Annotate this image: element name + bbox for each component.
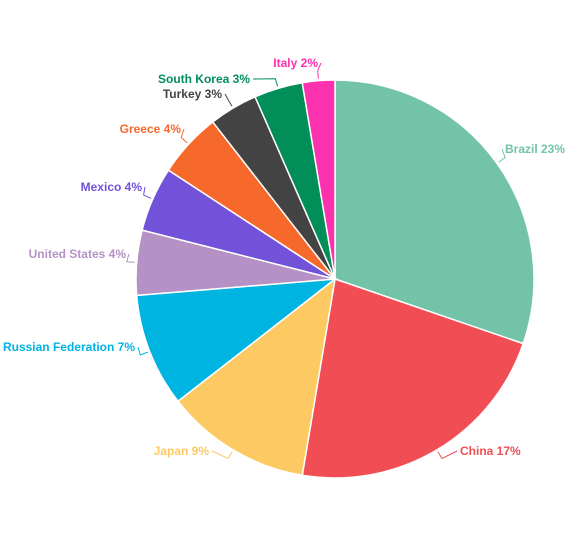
slice-china[interactable]: [301, 278, 525, 479]
label-russian-federation: Russian Federation 7%: [3, 340, 135, 354]
label-china: China 17%: [460, 444, 521, 458]
label-united-states: United States 4%: [29, 247, 127, 261]
leader-line-italy: [317, 62, 322, 79]
leader-line-russian-federation: [137, 346, 148, 356]
label-greece: Greece 4%: [120, 122, 182, 136]
label-mexico: Mexico 4%: [81, 180, 143, 194]
label-south-korea: South Korea 3%: [158, 72, 250, 86]
leader-line-china: [437, 450, 458, 460]
slice-russian-federation[interactable]: [135, 278, 338, 403]
leader-line-south-korea: [252, 78, 279, 87]
leader-line-mexico: [143, 186, 152, 199]
slice-japan[interactable]: [176, 277, 337, 477]
leader-line-japan: [211, 450, 233, 460]
leader-line-brazil: [498, 148, 506, 163]
label-japan: Japan 9%: [154, 444, 210, 458]
label-turkey: Turkey 3%: [163, 87, 222, 101]
slice-brazil[interactable]: [334, 79, 535, 345]
leader-line-turkey: [224, 93, 233, 107]
label-italy: Italy 2%: [273, 56, 318, 70]
label-brazil: Brazil 23%: [505, 142, 565, 156]
leader-line-united-states: [126, 253, 135, 263]
leader-line-greece: [180, 128, 188, 144]
slice-italy[interactable]: [301, 79, 336, 280]
